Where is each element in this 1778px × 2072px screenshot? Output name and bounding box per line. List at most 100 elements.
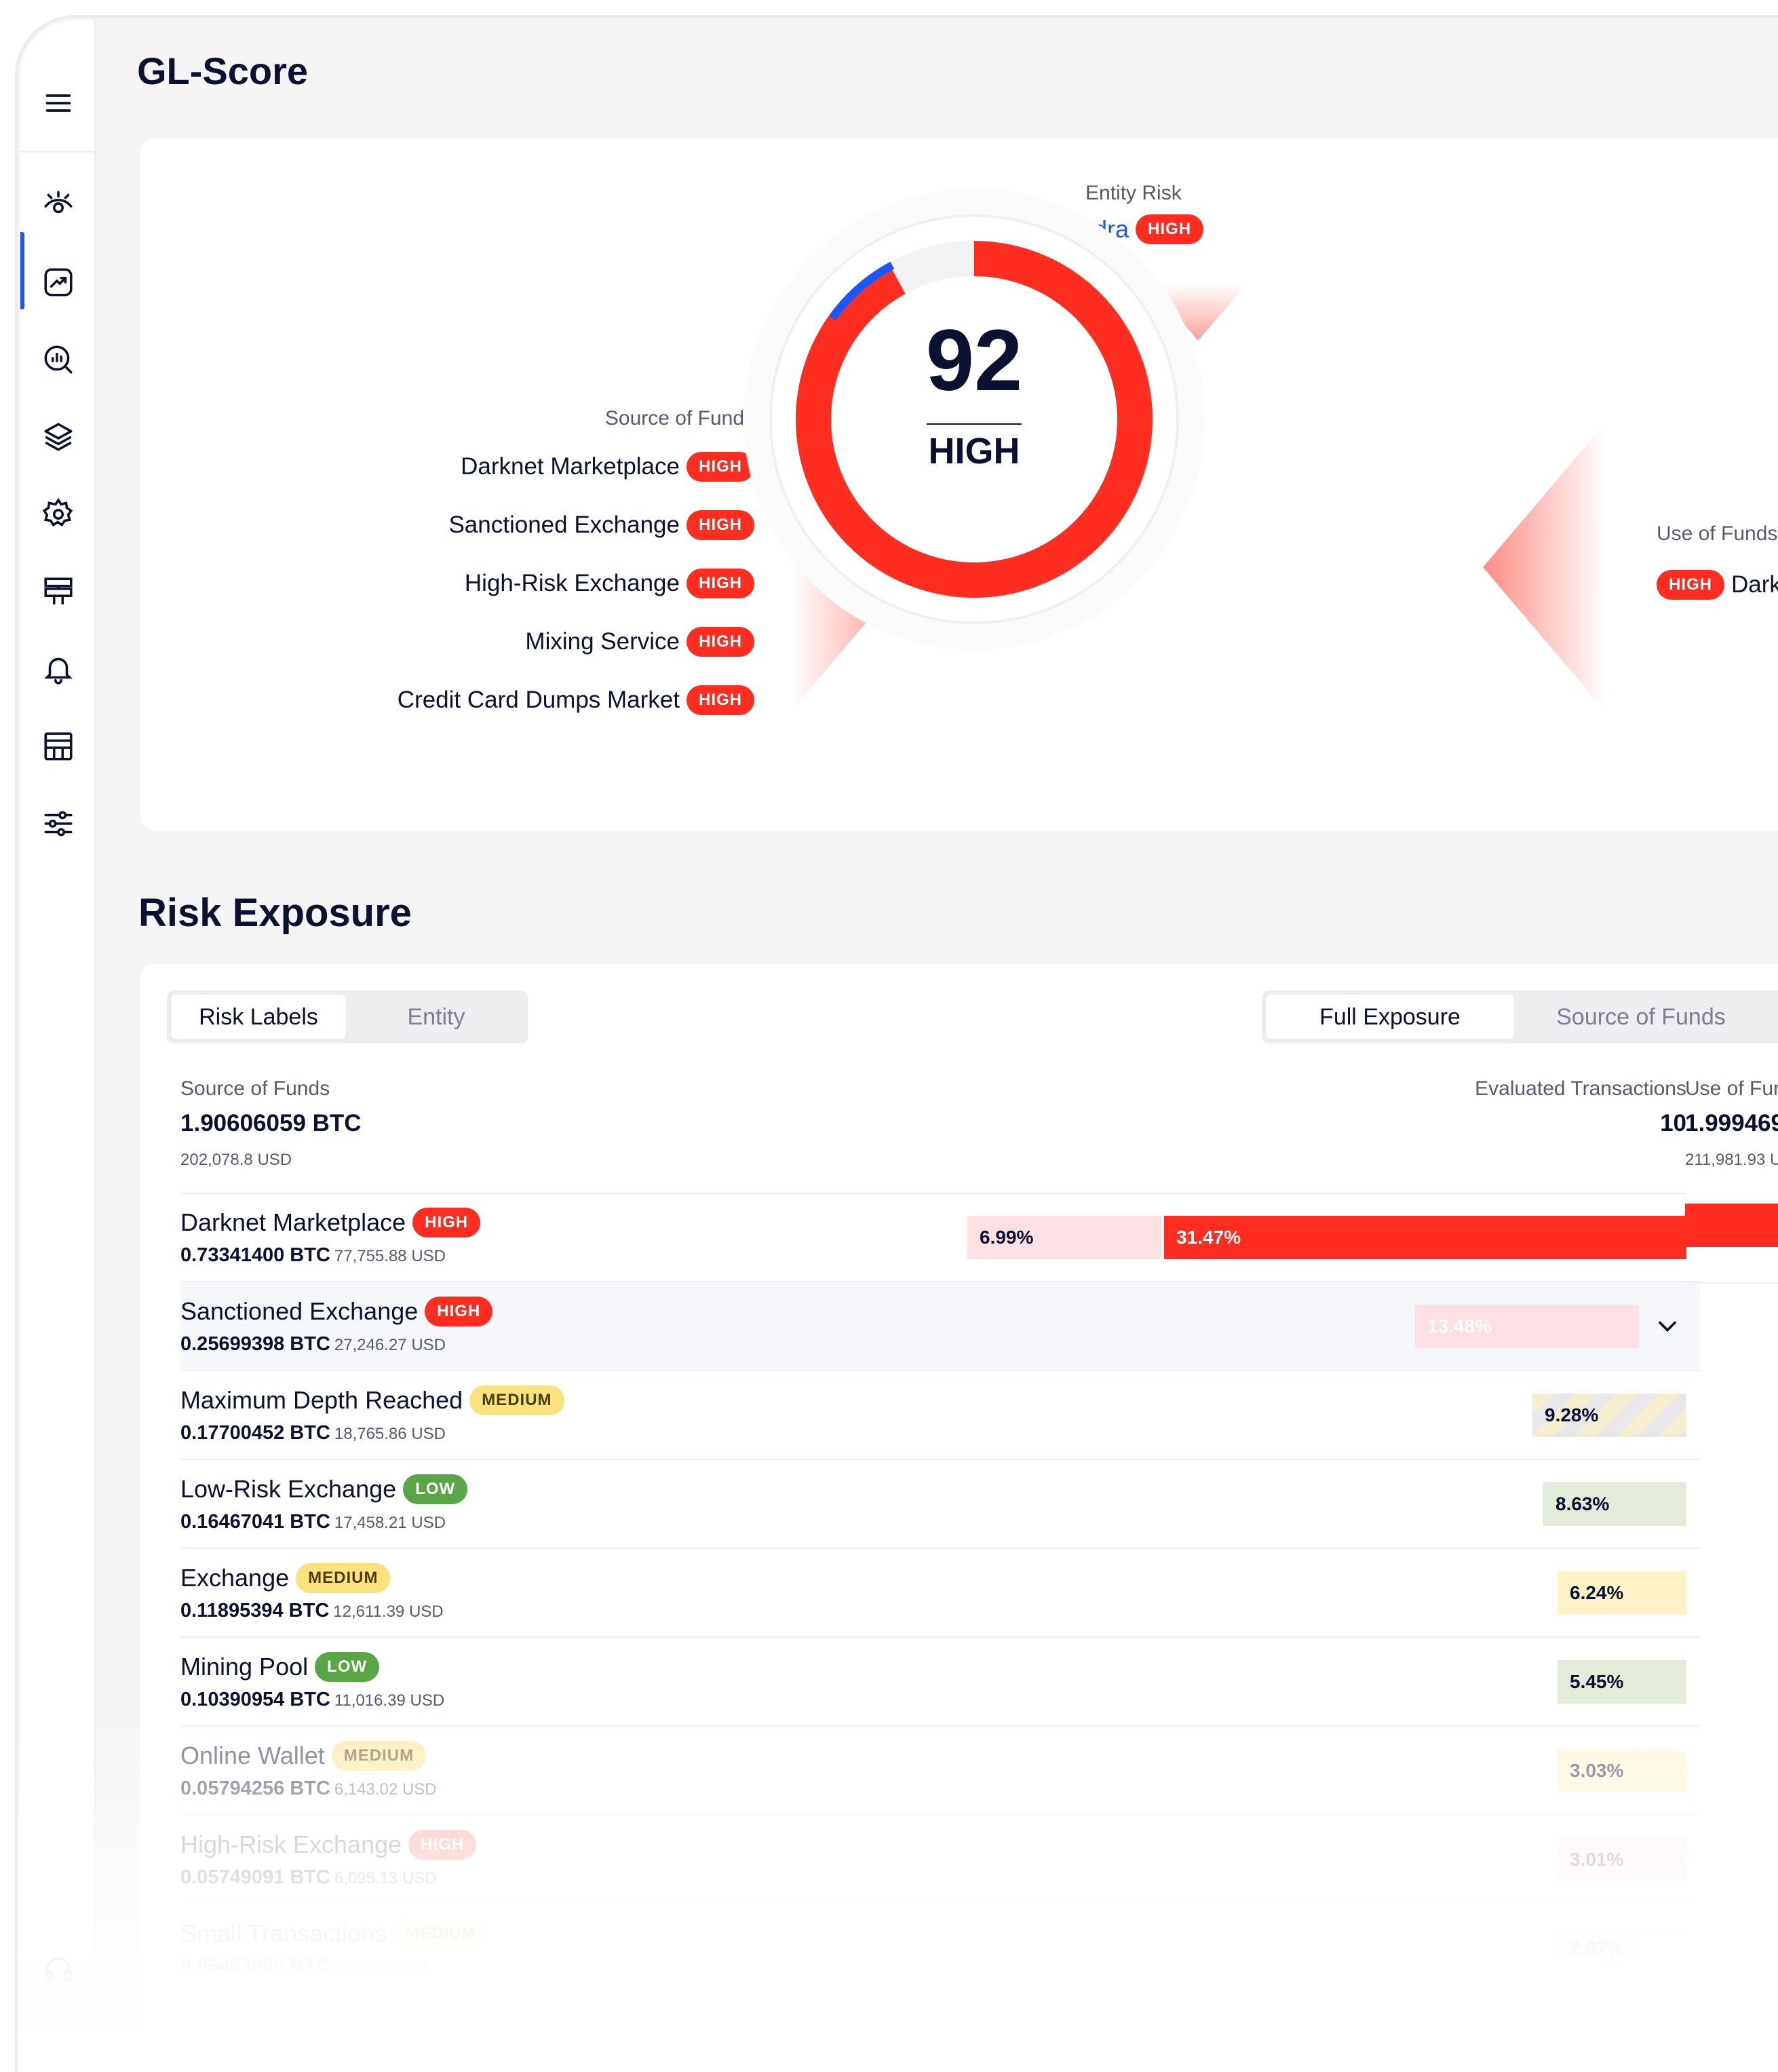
- row-divider: [180, 1725, 1700, 1727]
- exposure-bar: 9.28%: [1532, 1394, 1686, 1437]
- exposure-bar: 3.03%: [1558, 1749, 1686, 1792]
- score-value: 92: [925, 312, 1023, 409]
- score-chart-icon[interactable]: [35, 259, 81, 305]
- entity-risk-label: Entity Risk: [1085, 182, 1182, 204]
- source-item: Darknet Marketplace HIGH: [461, 452, 754, 482]
- table-row[interactable]: Low-Risk Exchange LOW 0.16467041 BTC 17,458…: [140, 1461, 1700, 1549]
- row-divider: [180, 1814, 1700, 1816]
- table-row[interactable]: Small Transactions MEDIUM 0.05483069 BTC 5,…: [140, 1905, 1700, 1993]
- chevron-down-icon[interactable]: [1653, 1311, 1682, 1341]
- dashboard-icon[interactable]: [35, 723, 81, 769]
- score-level: HIGH: [928, 431, 1020, 472]
- eye-monitor-icon[interactable]: [35, 182, 81, 228]
- support-headset-icon[interactable]: [35, 1947, 81, 1993]
- source-of-funds-label: Source of Funds: [604, 407, 754, 429]
- row-divider: [180, 1548, 1700, 1549]
- row-title: Low-Risk Exchange LOW: [180, 1474, 468, 1504]
- table-row[interactable]: Online Wallet MEDIUM 0.05794256 BTC 6,143.0…: [140, 1727, 1700, 1816]
- row-title: Maximum Depth Reached MEDIUM: [180, 1385, 564, 1415]
- row-amount: 0.25699398 BTC 27,246.27 USD: [180, 1333, 446, 1356]
- row-label: Low-Risk Exchange: [180, 1475, 397, 1503]
- row-title: Sanctioned Exchange HIGH: [180, 1297, 493, 1326]
- page-title: GL-Score: [137, 50, 309, 92]
- bell-icon[interactable]: [35, 646, 81, 692]
- row-amount: 0.16467041 BTC 17,458.21 USD: [180, 1511, 446, 1533]
- row-usd: 6,143.02 USD: [334, 1780, 437, 1799]
- table-row[interactable]: Maximum Depth Reached MEDIUM 0.17700452 BT…: [140, 1372, 1700, 1460]
- table-row[interactable]: Mining Pool LOW 0.10390954 BTC 11,016.39 US…: [140, 1638, 1700, 1727]
- row-btc: 0.16467041 BTC: [180, 1511, 330, 1533]
- layers-icon[interactable]: [35, 414, 81, 460]
- menu-icon[interactable]: [35, 80, 81, 126]
- row-usd: 17,458.21 USD: [334, 1514, 446, 1532]
- risk-badge: LOW: [403, 1474, 468, 1504]
- row-label: Sanctioned Exchange: [180, 1297, 419, 1325]
- row-btc: 0.05483069 BTC: [180, 1955, 330, 1977]
- tab-full-exposure[interactable]: Full Exposure: [1266, 995, 1514, 1039]
- uof-usd-value: 211,981.93 USD: [1685, 1151, 1778, 1169]
- sidebar-separator: [20, 151, 96, 153]
- table-grid-icon[interactable]: [35, 569, 81, 615]
- risk-badge: MEDIUM: [331, 1741, 427, 1771]
- row-usd: 18,765.86 USD: [334, 1425, 446, 1443]
- sof-btc-value: 1.90606059 BTC: [180, 1110, 362, 1136]
- row-amount: 0.11895394 BTC 12,611.39 USD: [180, 1600, 444, 1622]
- row-amount: 0.10390954 BTC 11,016.39 USD: [180, 1689, 444, 1711]
- use-item: HIGH Darkne: [1657, 570, 1778, 600]
- row-amount: 0.05483069 BTC 5,813.1 USD: [180, 1955, 427, 1978]
- app-frame: GL-Score Entity Risk Hydra HIGH Source o…: [15, 15, 1778, 2072]
- row-btc: 0.05794256 BTC: [180, 1778, 330, 1799]
- row-label: Mining Pool: [180, 1653, 309, 1681]
- row-btc: 0.10390954 BTC: [180, 1689, 330, 1710]
- risk-badge: MEDIUM: [469, 1385, 564, 1415]
- row-amount: 0.73341400 BTC 77,755.88 USD: [180, 1244, 446, 1267]
- row-divider: [180, 1459, 1700, 1460]
- risk-badge: MEDIUM: [393, 1919, 488, 1949]
- exposure-bar: 6.24%: [1558, 1571, 1686, 1615]
- row-title: Mining Pool LOW: [180, 1652, 380, 1682]
- table-row[interactable]: Darknet Marketplace HIGH 0.73341400 BTC 77,…: [140, 1194, 1700, 1282]
- settings-gear-icon[interactable]: [35, 491, 81, 537]
- exposure-bar: 8.63%: [1543, 1482, 1686, 1526]
- uof-bar: [1685, 1204, 1778, 1247]
- row-usd: 11,016.39 USD: [334, 1691, 445, 1710]
- source-item: High-Risk Exchange HIGH: [465, 569, 754, 598]
- row-amount: 0.17700452 BTC 18,765.86 USD: [180, 1422, 446, 1444]
- tab-entity[interactable]: Entity: [407, 1003, 465, 1030]
- table-row[interactable]: Sanctioned Exchange HIGH 0.25699398 BTC 27,…: [140, 1283, 1700, 1371]
- use-arrow-glow: [1483, 423, 1605, 711]
- row-divider: [180, 1370, 1700, 1371]
- tab-risk-labels[interactable]: Risk Labels: [171, 995, 346, 1039]
- sof-usd-value: 202,078.8 USD: [180, 1151, 292, 1169]
- row-usd: 27,246.27 USD: [334, 1336, 446, 1354]
- exposure-bar: 3.01%: [1558, 1838, 1686, 1881]
- exposure-toggle: Full Exposure Source of Funds: [1262, 991, 1778, 1043]
- row-label: High-Risk Exchange: [180, 1830, 402, 1858]
- table-row[interactable]: Exchange MEDIUM 0.11895394 BTC 12,611.39 US…: [140, 1550, 1700, 1638]
- row-usd: 5,813.1 USD: [334, 1958, 428, 1976]
- row-amount: 0.05749091 BTC 6,095.13 USD: [180, 1866, 437, 1889]
- row-divider: [180, 1992, 1700, 1993]
- risk-exposure-title: Risk Exposure: [138, 891, 412, 935]
- row-title: High-Risk Exchange HIGH: [180, 1830, 477, 1860]
- row-btc: 0.73341400 BTC: [180, 1244, 330, 1266]
- row-usd: 12,611.39 USD: [333, 1603, 444, 1621]
- exposure-bar: 13.48%: [1415, 1305, 1639, 1348]
- row-divider: [180, 1281, 1700, 1282]
- row-label: Online Wallet: [180, 1742, 325, 1769]
- score-gauge: 92 HIGH: [737, 182, 1212, 657]
- tab-source-of-funds[interactable]: Source of Funds: [1556, 1003, 1726, 1030]
- filters-sliders-icon[interactable]: [35, 801, 81, 847]
- sof-label: Source of Funds: [180, 1077, 330, 1100]
- risk-badge: MEDIUM: [296, 1563, 391, 1593]
- exposure-bar: 31.47%: [1164, 1216, 1686, 1259]
- exposure-bar-secondary: 6.99%: [967, 1216, 1161, 1259]
- source-item: Credit Card Dumps Market HIGH: [398, 685, 754, 715]
- table-row[interactable]: High-Risk Exchange HIGH 0.05749091 BTC 6,09…: [140, 1816, 1700, 1904]
- uof-label: Use of Funds: [1685, 1077, 1778, 1100]
- row-title: Darknet Marketplace HIGH: [180, 1208, 481, 1238]
- gauge-high-arc: [796, 241, 1153, 598]
- row-btc: 0.05749091 BTC: [180, 1866, 330, 1888]
- search-analytics-icon[interactable]: [35, 337, 81, 383]
- uof-btc-value: 1.99946953 E: [1685, 1110, 1778, 1136]
